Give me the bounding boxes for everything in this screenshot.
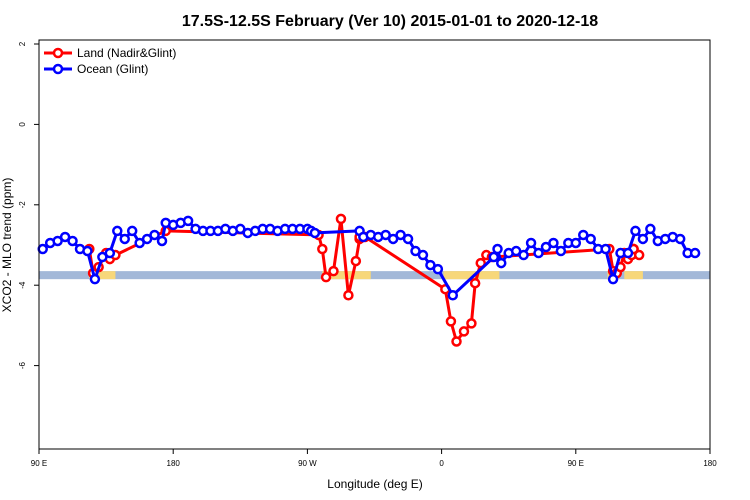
data-point (343, 290, 354, 301)
data-point (134, 237, 145, 249)
data-point (533, 247, 544, 259)
data-point (317, 243, 328, 255)
x-tick-label-2: 90 W (298, 459, 317, 468)
data-point (149, 229, 160, 241)
y-axis-label: XCO2 - MLO trend (ppm) (0, 178, 14, 313)
legend-label-land: Land (Nadir&Glint) (77, 46, 176, 60)
data-point (495, 257, 507, 269)
band-land-2 (443, 271, 500, 280)
axes: 90 E 180 90 W 0 90 E 180 2 0 -2 -4 -6 (18, 41, 717, 468)
data-point (59, 231, 71, 243)
data-point (585, 233, 596, 245)
data-point (633, 249, 645, 261)
y-tick-label-3: -4 (18, 281, 27, 289)
x-tick-label-1: 180 (167, 459, 181, 468)
data-point (578, 229, 589, 241)
data-point (525, 237, 537, 249)
data-point (622, 247, 634, 259)
data-point (37, 243, 48, 255)
data-point (555, 245, 567, 257)
data-point (425, 259, 436, 271)
data-point (89, 273, 101, 285)
data-point (432, 263, 444, 275)
data-point (417, 249, 429, 261)
x-tick-label-3: 0 (439, 459, 444, 468)
data-point (395, 229, 406, 241)
band-land-0 (89, 271, 116, 280)
data-point (540, 241, 552, 253)
data-point (82, 245, 93, 257)
data-point (689, 247, 701, 259)
data-point (320, 271, 332, 283)
legend-marker-land (52, 47, 64, 59)
legend: Land (Nadir&Glint) Ocean (Glint) (44, 46, 176, 76)
data-point (488, 251, 500, 263)
data-point (451, 336, 462, 347)
y-tick-label-4: -6 (18, 361, 27, 369)
legend-marker-ocean (52, 63, 64, 75)
data-point (104, 247, 116, 259)
legend-label-ocean: Ocean (Glint) (77, 62, 148, 76)
data-point (335, 213, 347, 225)
data-point (235, 223, 246, 235)
data-point (492, 243, 503, 255)
data-point (445, 316, 457, 327)
data-point (141, 233, 153, 245)
data-point (126, 225, 138, 237)
data-point (447, 290, 459, 301)
data-point (645, 223, 656, 235)
data-point (387, 233, 399, 245)
data-point (156, 235, 168, 247)
data-point (410, 245, 421, 257)
data-point (630, 225, 641, 237)
data-point (112, 225, 123, 237)
data-point (637, 233, 649, 245)
data-point (607, 273, 619, 285)
data-point (600, 243, 611, 255)
band-land-4 (624, 271, 643, 280)
data-point (97, 251, 108, 263)
data-point (328, 265, 339, 277)
data-point (402, 233, 414, 245)
y-tick-label-0: 2 (18, 41, 27, 46)
series-1 (37, 215, 701, 301)
data-point (674, 233, 686, 245)
plot-frame (38, 39, 711, 450)
data-point (119, 233, 130, 245)
data-point (510, 245, 522, 257)
data-point (182, 215, 194, 227)
y-tick-label-2: -2 (18, 201, 27, 209)
data-point (350, 255, 362, 267)
band-ocean (39, 271, 710, 280)
data-point (475, 257, 486, 269)
data-point (380, 229, 391, 241)
chart-title: 17.5S-12.5S February (Ver 10) 2015-01-01… (182, 13, 598, 30)
data-point (67, 235, 78, 247)
data-point (469, 277, 481, 289)
data-point (570, 237, 582, 249)
x-tick-label-5: 180 (703, 459, 717, 468)
series-lines (37, 213, 701, 347)
data-point (309, 227, 321, 239)
data-point (466, 318, 477, 329)
data-point (548, 237, 559, 249)
x-axis-label: Longitude (deg E) (327, 477, 422, 491)
x-tick-label-0: 90 E (31, 459, 47, 468)
data-point (52, 235, 63, 247)
data-point (458, 326, 470, 337)
data-point (518, 249, 529, 261)
y-tick-label-1: 0 (18, 122, 27, 127)
x-tick-label-4: 90 E (568, 459, 584, 468)
